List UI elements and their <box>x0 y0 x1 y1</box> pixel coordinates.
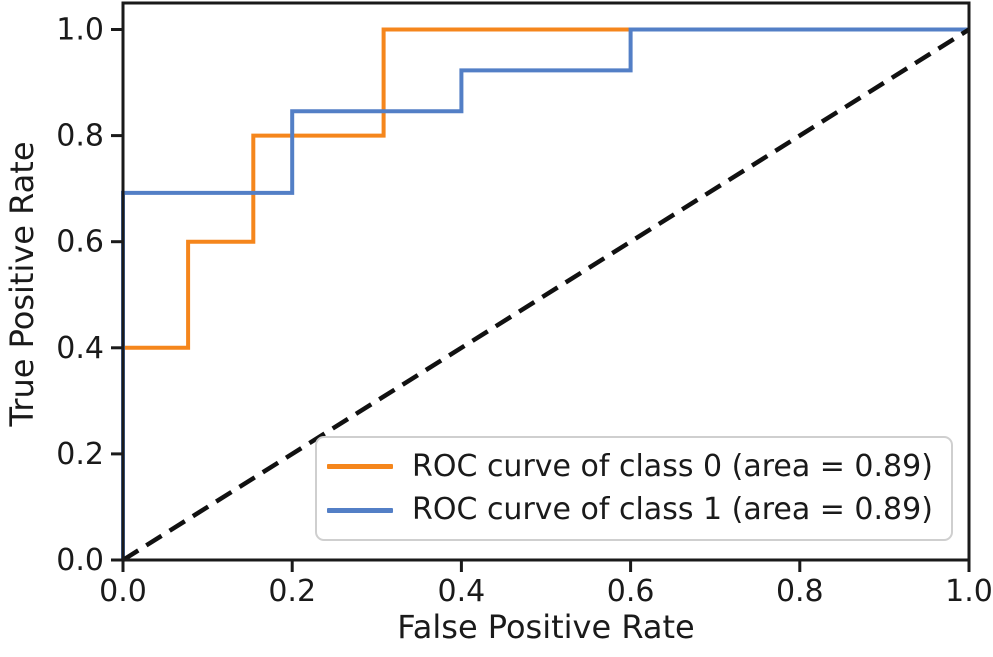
x-tick-label: 0.6 <box>607 574 655 609</box>
legend-line-class1-swatch <box>327 507 393 513</box>
y-tick-label: 0.0 <box>56 543 104 578</box>
series-line-2 <box>121 27 971 562</box>
y-tick-label: 0.6 <box>56 225 104 260</box>
series-line-1 <box>121 27 969 560</box>
y-axis-label: True Positive Rate <box>3 141 41 427</box>
legend-label-class1: ROC curve of class 1 (area = 0.89) <box>412 492 933 528</box>
x-tick-label: 0.2 <box>268 574 316 609</box>
legend-item-class1: ROC curve of class 1 (area = 0.89) <box>327 495 951 525</box>
y-tick-label: 0.8 <box>56 119 104 154</box>
y-tick-label: 0.2 <box>56 437 104 472</box>
x-tick-label: 0.4 <box>438 574 486 609</box>
legend-line-class0-swatch <box>327 464 393 470</box>
y-tick-label: 1.0 <box>56 13 104 48</box>
x-tick-label: 0.8 <box>776 574 824 609</box>
axes-frame <box>121 1 971 562</box>
x-tick-label: 0.0 <box>99 574 147 609</box>
y-tick-label: 0.4 <box>56 331 104 366</box>
legend: ROC curve of class 0 (area = 0.89) ROC c… <box>315 436 953 541</box>
series-line-0 <box>121 27 969 560</box>
legend-item-class0: ROC curve of class 0 (area = 0.89) <box>327 448 951 484</box>
x-axis-label: False Positive Rate <box>397 608 695 646</box>
x-tick-label: 1.0 <box>945 574 993 609</box>
legend-label-class0: ROC curve of class 0 (area = 0.89) <box>412 448 933 484</box>
